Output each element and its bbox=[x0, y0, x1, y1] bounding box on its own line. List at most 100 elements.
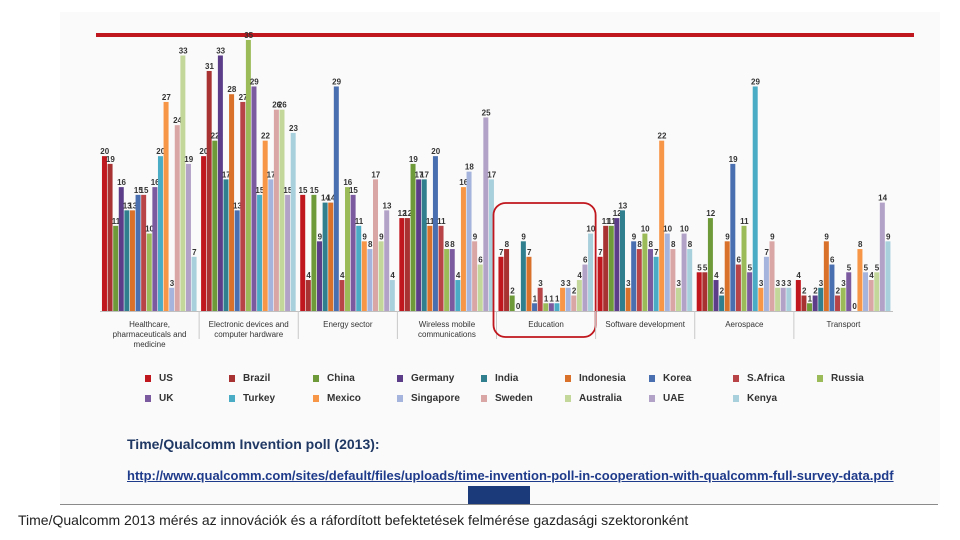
bar-singapore-7 bbox=[863, 272, 869, 311]
legend-swatch bbox=[733, 374, 739, 382]
bar-value-label: 2 bbox=[802, 287, 807, 296]
bar-kenya-0 bbox=[191, 256, 197, 311]
bar-sweden-6 bbox=[769, 241, 775, 311]
bar-value-label: 22 bbox=[658, 132, 667, 141]
source-link[interactable]: http://www.qualcomm.com/sites/default/fi… bbox=[127, 468, 894, 483]
bar-uk-1 bbox=[251, 86, 257, 311]
legend-item-indonesia: Indonesia bbox=[565, 371, 626, 385]
bar-sweden-5 bbox=[670, 249, 676, 311]
bar-value-label: 14 bbox=[321, 194, 330, 203]
bar-turkey-3 bbox=[455, 280, 461, 311]
bar-value-label: 9 bbox=[521, 232, 526, 241]
bar-value-label: 8 bbox=[505, 240, 510, 249]
bar-singapore-2 bbox=[367, 249, 373, 311]
bar-value-label: 1 bbox=[808, 294, 813, 303]
category-tick-label: Healthcare, bbox=[129, 320, 170, 329]
bar-value-label: 5 bbox=[703, 263, 708, 272]
bar-singapore-1 bbox=[268, 179, 274, 311]
bar-us-2 bbox=[300, 194, 306, 311]
category-tick-label: computer hardware bbox=[214, 330, 283, 339]
bar-value-label: 17 bbox=[267, 170, 276, 179]
bar-value-label: 17 bbox=[222, 170, 231, 179]
bar-indonesia-6 bbox=[724, 241, 730, 311]
bar-value-label: 13 bbox=[128, 201, 137, 210]
bar-value-label: 11 bbox=[602, 217, 611, 226]
bar-value-label: 5 bbox=[748, 263, 753, 272]
legend-label: UAE bbox=[663, 392, 685, 404]
legend-label: Kenya bbox=[747, 392, 778, 404]
bar-brazil-2 bbox=[305, 280, 311, 311]
bar-korea-4 bbox=[532, 303, 538, 311]
bar-value-label: 8 bbox=[450, 240, 455, 249]
bar-brazil-4 bbox=[504, 249, 510, 311]
bar-value-label: 5 bbox=[847, 263, 852, 272]
bar-india-7 bbox=[818, 287, 824, 311]
bar-value-label: 17 bbox=[414, 170, 423, 179]
bar-singapore-3 bbox=[466, 171, 472, 311]
bar-value-label: 5 bbox=[875, 263, 880, 272]
bar-mexico-2 bbox=[361, 241, 367, 311]
legend-label: Russia bbox=[831, 372, 864, 384]
bar-kenya-4 bbox=[588, 233, 594, 311]
legend-label: China bbox=[327, 372, 355, 384]
bar-value-label: 27 bbox=[162, 93, 171, 102]
bar-value-label: 9 bbox=[362, 232, 367, 241]
bar-value-label: 6 bbox=[830, 256, 835, 265]
bar-indonesia-2 bbox=[328, 202, 334, 311]
category-tick-label: Transport bbox=[826, 320, 861, 329]
bar-australia-5 bbox=[675, 287, 681, 311]
legend-swatch bbox=[817, 374, 823, 382]
bar-value-label: 29 bbox=[250, 77, 259, 86]
bar-value-label: 3 bbox=[776, 279, 781, 288]
bar-safrica-5 bbox=[636, 249, 642, 311]
bar-brazil-6 bbox=[702, 272, 708, 311]
bar-value-label: 14 bbox=[878, 194, 887, 203]
legend-swatch bbox=[313, 374, 319, 382]
legend-swatch bbox=[397, 374, 403, 382]
bar-uk-4 bbox=[548, 303, 554, 311]
bar-value-label: 5 bbox=[697, 263, 702, 272]
bar-value-label: 8 bbox=[637, 240, 642, 249]
bar-uae-1 bbox=[285, 194, 291, 311]
legend-swatch bbox=[565, 374, 571, 382]
bar-value-label: 15 bbox=[283, 186, 292, 195]
bar-value-label: 1 bbox=[533, 294, 538, 303]
bar-value-label: 4 bbox=[390, 271, 395, 280]
bar-value-label: 9 bbox=[886, 232, 891, 241]
bar-us-5 bbox=[597, 256, 603, 311]
bar-value-label: 20 bbox=[431, 147, 440, 156]
category-tick-label: Electronic devices and bbox=[209, 320, 289, 329]
bar-value-label: 9 bbox=[473, 232, 478, 241]
bar-value-label: 11 bbox=[355, 217, 364, 226]
bar-russia-7 bbox=[840, 287, 846, 311]
legend-label: Turkey bbox=[243, 392, 276, 404]
bar-value-label: 3 bbox=[781, 279, 786, 288]
legend-swatch bbox=[733, 394, 739, 402]
bar-uae-5 bbox=[681, 233, 687, 311]
bar-russia-4 bbox=[543, 303, 549, 311]
bar-sweden-1 bbox=[273, 109, 279, 311]
bar-value-label: 15 bbox=[255, 186, 264, 195]
bar-value-label: 9 bbox=[632, 232, 637, 241]
bar-value-label: 14 bbox=[327, 194, 336, 203]
legend-label: Singapore bbox=[411, 392, 460, 404]
bar-value-label: 13 bbox=[233, 201, 242, 210]
bar-value-label: 15 bbox=[299, 186, 308, 195]
bar-value-label: 28 bbox=[227, 85, 236, 94]
legend-label: Sweden bbox=[495, 392, 533, 404]
bar-value-label: 4 bbox=[714, 271, 719, 280]
slide-caption: Time/Qualcomm 2013 mérés az innovációk é… bbox=[18, 512, 689, 528]
bar-value-label: 25 bbox=[482, 108, 491, 117]
bar-value-label: 4 bbox=[796, 271, 801, 280]
bar-turkey-6 bbox=[752, 86, 758, 311]
bar-value-label: 6 bbox=[478, 256, 483, 265]
bar-australia-3 bbox=[477, 264, 483, 311]
bar-china-6 bbox=[707, 218, 713, 311]
bar-sweden-4 bbox=[571, 295, 577, 311]
legend-label: Indonesia bbox=[579, 372, 626, 384]
bar-value-label: 11 bbox=[740, 217, 749, 226]
bar-mexico-5 bbox=[659, 140, 665, 311]
bar-singapore-4 bbox=[565, 287, 571, 311]
legend-label: US bbox=[159, 372, 173, 384]
